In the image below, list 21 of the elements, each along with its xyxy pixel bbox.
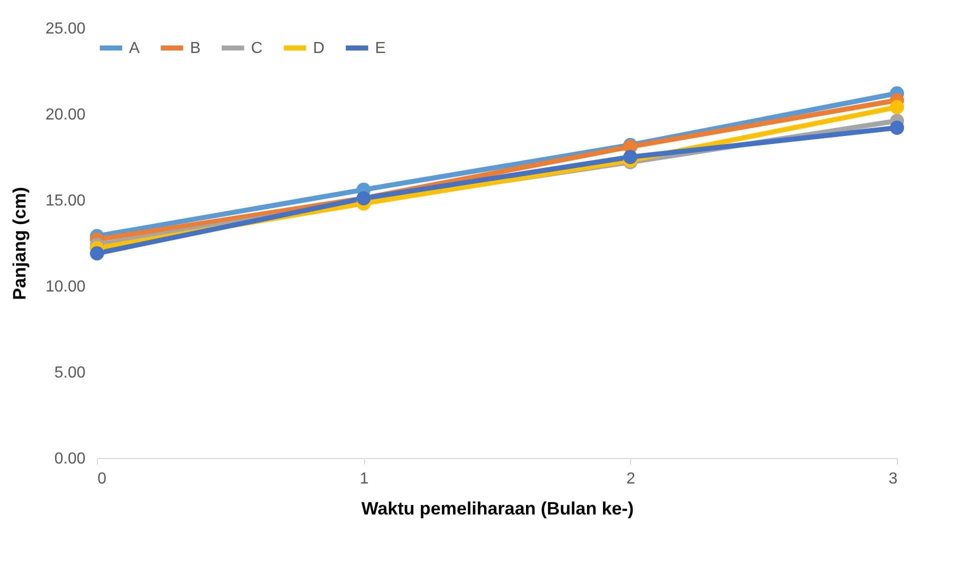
point	[890, 120, 904, 135]
legend-label: A	[129, 40, 140, 57]
y-tick-label: 5.00	[54, 364, 86, 382]
legend-label: D	[313, 40, 325, 57]
x-tick-label: 3	[888, 470, 898, 488]
y-tick-label: 0.00	[54, 450, 86, 468]
legend-label: C	[251, 40, 263, 57]
y-axis-title: Panjang (cm)	[9, 186, 30, 300]
y-tick-label: 20.00	[45, 106, 86, 124]
point	[623, 150, 638, 164]
x-tick-label: 2	[626, 470, 636, 488]
point	[890, 100, 904, 114]
y-tick-label: 10.00	[45, 278, 86, 296]
y-tick-label: 15.00	[45, 192, 86, 210]
x-tick-label: 0	[98, 470, 106, 488]
y-tick-label: 25.00	[45, 20, 86, 38]
legend-label: E	[375, 40, 386, 57]
legend-label: B	[190, 40, 201, 57]
x-axis-title: Waktu pemeliharaan (Bulan ke-)	[361, 498, 634, 518]
x-tick-label: 1	[360, 470, 369, 488]
point	[90, 246, 104, 260]
